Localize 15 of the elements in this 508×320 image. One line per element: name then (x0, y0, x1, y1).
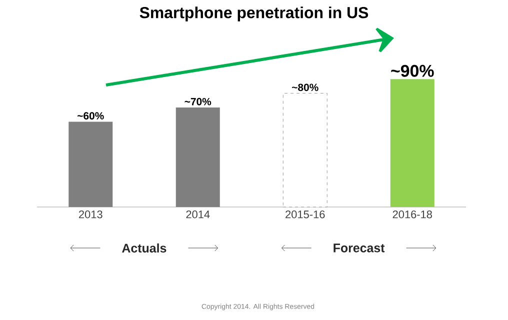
data-label: ~70% (184, 98, 212, 106)
bar (176, 108, 220, 207)
bar (68, 122, 113, 207)
bar (390, 79, 434, 207)
x-tick-label: 2016-18 (392, 210, 432, 218)
x-tick-label: 2014 (186, 210, 210, 218)
text: Actuals (122, 243, 166, 253)
bar (282, 93, 328, 208)
text: Forecast (334, 244, 385, 252)
x-tick-label: 2013 (78, 210, 102, 218)
x-tick-label: 2015-16 (286, 210, 325, 218)
data-label: ~60% (78, 112, 104, 120)
chart-title: Smartphone penetration in US (140, 6, 368, 22)
data-label: ~80% (292, 84, 318, 92)
data-label: ~90% (391, 64, 434, 77)
